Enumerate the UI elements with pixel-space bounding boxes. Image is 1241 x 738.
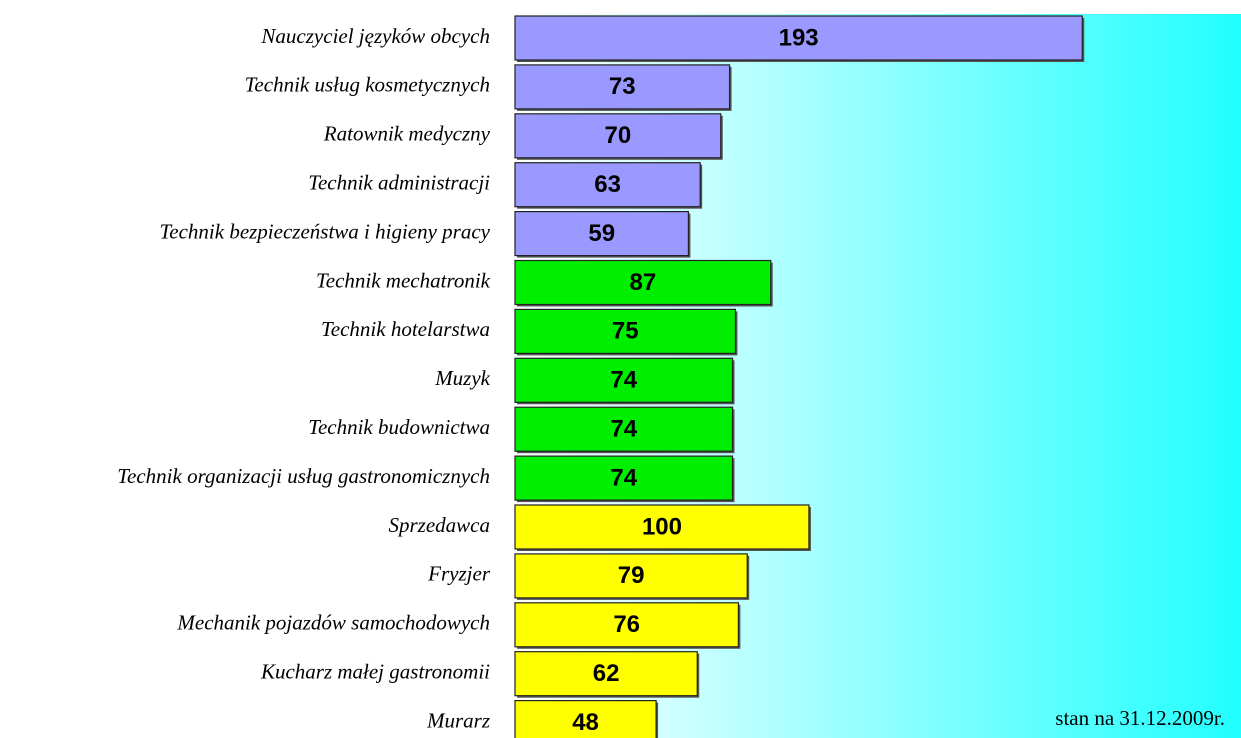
bar bbox=[514, 699, 657, 738]
bar bbox=[514, 553, 748, 599]
value-label: 62 bbox=[593, 660, 620, 687]
category-label: Technik hotelarstwa bbox=[321, 317, 490, 341]
bar bbox=[514, 113, 722, 159]
value-label: 75 bbox=[612, 318, 639, 345]
category-label: Kucharz małej gastronomii bbox=[260, 660, 490, 684]
category-label: Fryzjer bbox=[427, 562, 491, 586]
value-label: 74 bbox=[610, 464, 637, 491]
bar bbox=[514, 162, 701, 208]
category-label: Nauczyciel języków obcych bbox=[260, 24, 490, 48]
value-label: 59 bbox=[588, 220, 615, 247]
category-label: Muzyk bbox=[434, 366, 490, 390]
value-label: 74 bbox=[610, 416, 637, 443]
category-label: Technik usług kosmetycznych bbox=[245, 73, 490, 97]
category-label: Mechanik pojazdów samochodowych bbox=[176, 611, 490, 635]
bar bbox=[514, 211, 690, 257]
value-label: 87 bbox=[630, 269, 657, 296]
category-label: Technik bezpieczeństwa i higieny pracy bbox=[160, 219, 491, 243]
bar bbox=[514, 64, 731, 110]
bar bbox=[514, 455, 734, 501]
value-label: 76 bbox=[613, 611, 640, 638]
category-label: Technik administracji bbox=[308, 171, 490, 195]
annotation: stan na 31.12.2009r. bbox=[1055, 706, 1225, 730]
category-label: Technik organizacji usług gastronomiczny… bbox=[117, 464, 490, 488]
bar bbox=[514, 357, 734, 403]
value-label: 193 bbox=[779, 24, 819, 51]
value-label: 70 bbox=[605, 122, 632, 149]
bar bbox=[514, 504, 810, 550]
bar bbox=[514, 651, 698, 697]
category-label: Sprzedawca bbox=[389, 513, 491, 537]
value-label: 63 bbox=[594, 171, 621, 198]
bar bbox=[514, 259, 772, 306]
value-label: 74 bbox=[610, 367, 637, 394]
category-label: Technik mechatronik bbox=[316, 268, 491, 292]
value-label: 100 bbox=[642, 513, 682, 540]
category-label: Murarz bbox=[426, 708, 490, 732]
value-label: 48 bbox=[572, 709, 599, 736]
value-label: 79 bbox=[618, 562, 645, 589]
value-label: 73 bbox=[609, 73, 636, 100]
bar bbox=[514, 602, 739, 648]
bar bbox=[514, 15, 1083, 61]
category-label: Ratownik medyczny bbox=[323, 122, 491, 146]
bar bbox=[514, 308, 737, 354]
category-label: Technik budownictwa bbox=[308, 415, 490, 439]
bar bbox=[514, 406, 734, 452]
